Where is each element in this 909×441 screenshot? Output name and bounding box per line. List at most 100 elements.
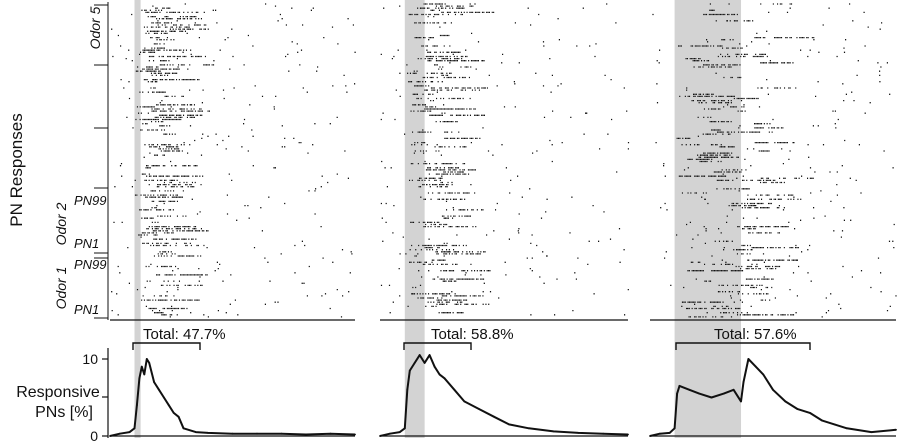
hist-point-middle — [389, 432, 391, 435]
hist-point-middle — [493, 415, 495, 418]
hist-point-right — [796, 408, 799, 410]
hist-point-right — [732, 388, 735, 391]
hist-point-right — [658, 432, 661, 435]
total-bracket-middle — [403, 342, 472, 350]
hist-point-left — [148, 362, 151, 364]
hist-point-right — [772, 388, 774, 391]
raster-layer — [111, 3, 897, 318]
hist-point-right — [870, 431, 873, 433]
hist-point-right — [722, 392, 725, 395]
hist-point-left — [182, 427, 185, 430]
histogram-layer — [109, 354, 897, 437]
hist-ytick-label-10: 10 — [82, 351, 98, 367]
hist-point-right — [678, 385, 681, 387]
hist-point-left — [118, 432, 121, 435]
hist-point-left — [153, 381, 156, 383]
odor-bracket-axis — [94, 2, 109, 320]
hist-point-right — [845, 427, 848, 430]
hist-point-left — [256, 432, 258, 435]
hist-point-left — [329, 432, 332, 435]
hist-point-right — [698, 392, 701, 395]
hist-point-middle — [413, 362, 416, 364]
hist-point-right — [747, 358, 750, 360]
hist-point-right — [710, 396, 713, 399]
hist-series-left — [109, 358, 356, 437]
hist-point-left — [194, 431, 197, 433]
hist-y-label-line1: Responsive — [16, 384, 100, 401]
hist-point-middle — [398, 431, 401, 433]
pn-label-odor1-top: PN99 — [74, 257, 107, 272]
odor-label-5: Odor 5 — [87, 6, 103, 49]
hist-point-middle — [418, 354, 421, 356]
hist-point-left — [145, 358, 148, 360]
hist-point-right — [754, 365, 757, 368]
hist-point-middle — [463, 400, 466, 403]
hist-ytick-label-0: 0 — [90, 428, 98, 441]
spike-raster-left — [111, 3, 356, 318]
panel-title-left: Total: 47.7% — [143, 326, 226, 343]
hist-point-middle — [406, 388, 409, 391]
stimulus-window-middle — [404, 0, 425, 438]
hist-point-middle — [453, 388, 456, 391]
hist-point-middle — [478, 408, 481, 410]
hist-point-right — [676, 392, 678, 395]
hist-point-middle — [627, 433, 629, 436]
hist-point-middle — [443, 377, 446, 380]
total-bracket-left — [132, 342, 201, 350]
stimulus-shading-layer — [134, 0, 742, 438]
hist-y-label-line2: PNs [%] — [35, 404, 93, 421]
hist-point-right — [740, 400, 742, 403]
pn-label-odor2-bottom: PN1 — [74, 236, 99, 251]
odor-label-1: Odor 1 — [53, 267, 69, 310]
hist-point-left — [280, 432, 283, 435]
hist-point-right — [688, 388, 691, 391]
hist-point-right — [673, 427, 676, 430]
spike-raster-middle — [380, 3, 630, 316]
hist-point-middle — [508, 423, 510, 426]
hist-point-middle — [438, 373, 441, 376]
spike-raster-right — [652, 3, 897, 318]
hist-point-right — [784, 400, 787, 403]
hist-point-right — [895, 428, 897, 431]
hist-point-middle — [423, 362, 426, 364]
hist-ytick-label-5: 5 — [90, 389, 98, 405]
panel-title-right: Total: 57.6% — [714, 326, 797, 343]
hist-point-middle — [428, 354, 431, 356]
hist-point-left — [133, 427, 136, 430]
hist-point-middle — [577, 432, 580, 434]
hist-point-left — [138, 377, 141, 380]
hist-point-middle — [527, 427, 530, 430]
pn-label-odor1-bottom: PN1 — [74, 302, 99, 317]
raster-y-label: PN Responses — [7, 113, 26, 226]
hist-point-right — [809, 412, 811, 414]
hist-point-middle — [602, 432, 605, 435]
stimulus-window-right — [674, 0, 742, 438]
hist-point-left — [136, 404, 138, 407]
hist-point-left — [231, 432, 234, 435]
hist-point-left — [158, 388, 160, 391]
hist-point-left — [172, 412, 175, 414]
hist-point-left — [140, 365, 143, 368]
hist-point-right — [821, 419, 824, 422]
panel-title-middle: Total: 58.8% — [431, 326, 514, 343]
hist-point-middle — [408, 369, 411, 372]
hist-point-right — [742, 381, 745, 383]
hist-point-right — [762, 373, 765, 376]
pn-label-odor2-top: PN99 — [74, 193, 107, 208]
hist-point-right — [833, 423, 836, 426]
hist-point-left — [177, 415, 180, 418]
hist-point-middle — [433, 365, 436, 368]
hist-point-left — [207, 432, 209, 434]
hist-point-right — [668, 432, 671, 434]
hist-point-left — [354, 433, 356, 436]
hist-point-left — [305, 433, 307, 436]
hist-point-left — [143, 373, 146, 376]
total-bracket-right — [675, 342, 811, 350]
odor-label-2: Odor 2 — [53, 202, 69, 245]
stimulus-window-left — [134, 0, 141, 438]
hist-point-left — [167, 404, 170, 407]
hist-point-middle — [403, 427, 406, 430]
hist-point-left — [128, 431, 131, 433]
hist-point-left — [163, 396, 165, 399]
